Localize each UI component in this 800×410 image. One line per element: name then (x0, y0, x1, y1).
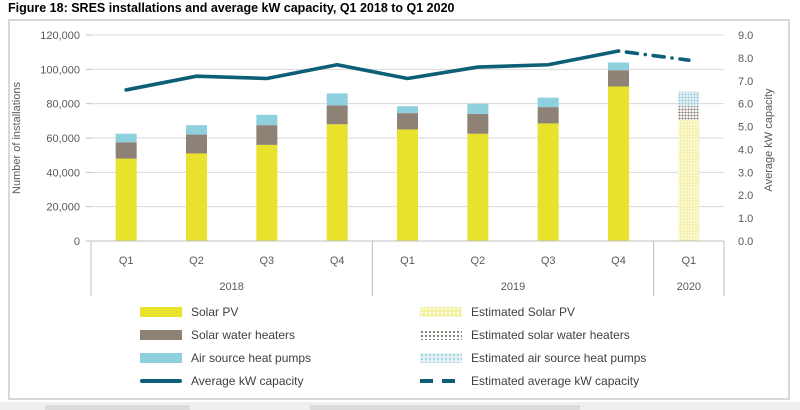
left-axis-tick-label: 60,000 (46, 133, 80, 145)
legend-item-solar-water-heaters: Solar water heaters (140, 323, 311, 346)
left-axis-title: Number of installations (11, 82, 23, 194)
quarter-label: Q1 (400, 255, 415, 267)
legend-column-left: Solar PV Solar water heaters Air source … (140, 300, 311, 392)
bar-segment (678, 106, 700, 120)
quarter-label: Q2 (470, 255, 485, 267)
legend-item-estimated-solar-pv: Estimated Solar PV (420, 300, 646, 323)
estimated-air-source-heat-pumps-swatch-icon (420, 352, 462, 363)
bar-segment (467, 103, 489, 114)
year-label: 2019 (501, 281, 525, 293)
bar-segment (186, 125, 207, 135)
right-axis-tick-label: 8.0 (738, 53, 753, 65)
legend-label: Estimated solar water heaters (471, 327, 630, 342)
right-axis-tick-label: 1.0 (738, 213, 753, 225)
stacked-bars (115, 62, 700, 241)
legend-label: Estimated average kW capacity (471, 373, 640, 388)
right-axis-tick-label: 3.0 (738, 167, 753, 179)
left-axis-tick-label: 120,000 (40, 30, 80, 42)
legend-label: Solar PV (191, 304, 239, 319)
bar-segment (186, 153, 207, 241)
bar-segment (537, 123, 559, 241)
solar-pv-swatch-icon (140, 306, 182, 317)
legend-label: Estimated air source heat pumps (471, 350, 647, 365)
bar-segment (537, 97, 559, 108)
quarter-label: Q3 (541, 255, 556, 267)
right-axis-tick-label: 6.0 (738, 99, 753, 111)
bar-segment (256, 114, 278, 126)
right-axis-tick-label: 4.0 (738, 144, 753, 156)
page-bottom-strip (0, 402, 800, 410)
capacity-lines (124, 49, 691, 92)
bar-segment (608, 70, 629, 87)
bar-segment (326, 124, 348, 241)
quarter-label: Q3 (259, 255, 274, 267)
legend-label: Estimated Solar PV (471, 304, 576, 319)
bar-segment (397, 113, 418, 130)
bar-segment (115, 133, 137, 143)
bar-segment (256, 125, 278, 145)
capacity-line (124, 49, 621, 92)
bar-segment (397, 106, 418, 114)
legend-label: Average kW capacity (191, 373, 304, 388)
axis-tick-labels: 0 20,000 40,000 60,000 80,000 100,000 120,000 0… (40, 30, 753, 293)
average-kw-line-swatch-icon (140, 378, 182, 383)
bar-segment (678, 91, 700, 107)
legend-item-estimated-average-kw-capacity: Estimated average kW capacity (420, 369, 646, 392)
right-axis-tick-label: 0.0 (738, 236, 753, 248)
bar-segment (115, 158, 137, 241)
quarter-label: Q1 (119, 255, 134, 267)
estimated-solar-pv-swatch-icon (420, 306, 462, 317)
estimated-average-kw-line-swatch-icon (420, 378, 462, 383)
right-axis-tick-label: 7.0 (738, 76, 753, 88)
left-axis-tick-label: 80,000 (46, 99, 80, 111)
bar-segment (186, 134, 207, 154)
quarter-label: Q4 (611, 255, 626, 267)
legend-item-estimated-air-source-heat-pumps: Estimated air source heat pumps (420, 346, 646, 369)
bar-segment (115, 142, 137, 159)
right-axis-title: Average kW capacity (763, 88, 775, 192)
bar-segment (537, 107, 559, 124)
legend-item-air-source-heat-pumps: Air source heat pumps (140, 346, 311, 369)
bar-segment (608, 62, 629, 71)
right-axis-tick-label: 5.0 (738, 122, 753, 134)
figure-title: Figure 18: SRES installations and averag… (8, 1, 455, 15)
bar-segment (397, 129, 418, 241)
legend-column-right: Estimated Solar PV Estimated solar water… (420, 300, 646, 392)
bar-segment (326, 93, 348, 106)
estimated-solar-water-heaters-swatch-icon (420, 329, 462, 340)
quarter-label: Q2 (189, 255, 204, 267)
legend-label: Air source heat pumps (191, 350, 312, 365)
bar-segment (678, 119, 700, 241)
year-label: 2018 (219, 281, 243, 293)
year-label: 2020 (677, 281, 701, 293)
legend-label: Solar water heaters (191, 327, 296, 342)
left-axis-tick-label: 100,000 (40, 64, 80, 76)
bar-segment (326, 105, 348, 125)
legend-item-solar-pv: Solar PV (140, 300, 311, 323)
axis-lines (86, 34, 725, 296)
legend-item-estimated-solar-water-heaters: Estimated solar water heaters (420, 323, 646, 346)
quarter-label: Q4 (330, 255, 345, 267)
left-axis-tick-label: 40,000 (46, 167, 80, 179)
page-artifact (45, 405, 190, 410)
right-axis-tick-label: 9.0 (738, 30, 753, 42)
bar-segment (256, 144, 278, 241)
right-axis-tick-label: 2.0 (738, 190, 753, 202)
left-axis-tick-label: 20,000 (46, 202, 80, 214)
estimated-capacity-line (616, 49, 691, 62)
page-artifact (310, 405, 580, 410)
air-source-heat-pumps-swatch-icon (140, 352, 182, 363)
left-axis-tick-label: 0 (74, 236, 80, 248)
legend-item-average-kw-capacity: Average kW capacity (140, 369, 311, 392)
quarter-label: Q1 (681, 255, 696, 267)
solar-water-heaters-swatch-icon (140, 329, 182, 340)
bar-segment (608, 86, 629, 241)
bar-segment (467, 113, 489, 134)
bar-segment (467, 133, 489, 241)
